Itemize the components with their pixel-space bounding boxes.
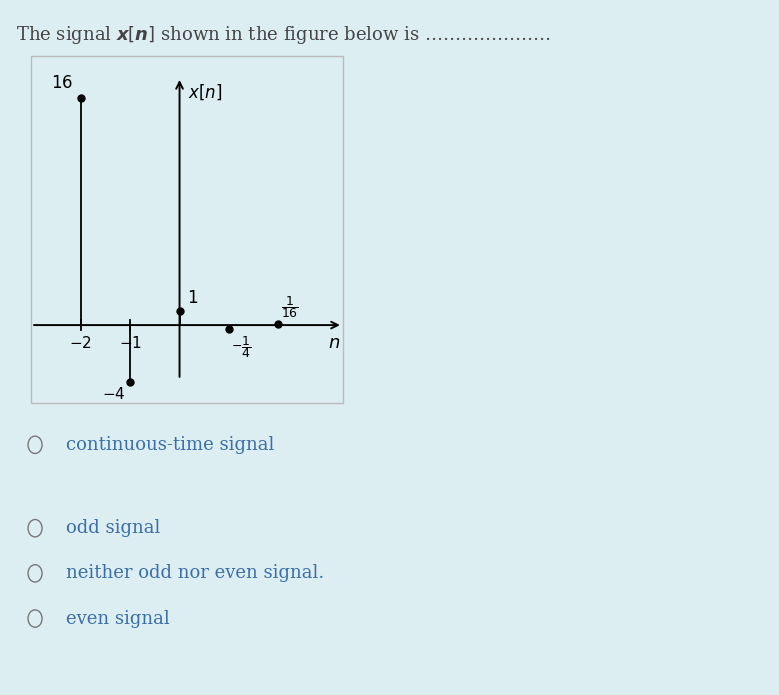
Text: $n$: $n$ [328,334,340,352]
Text: $1$: $1$ [187,288,198,306]
Text: $x[n]$: $x[n]$ [189,83,223,102]
Text: $-4$: $-4$ [101,386,125,402]
Text: $16$: $16$ [51,74,73,92]
Text: $-\dfrac{1}{4}$: $-\dfrac{1}{4}$ [231,334,252,360]
Text: $-1$: $-1$ [118,335,142,351]
Text: $\dfrac{1}{16}$: $\dfrac{1}{16}$ [281,294,299,320]
Text: even signal: even signal [66,610,170,628]
Text: continuous-time signal: continuous-time signal [66,436,274,454]
Text: The signal $\boldsymbol{x}[\boldsymbol{n}]$ shown in the figure below is …………………: The signal $\boldsymbol{x}[\boldsymbol{n… [16,24,550,46]
Text: neither odd nor even signal.: neither odd nor even signal. [66,564,325,582]
Text: odd signal: odd signal [66,519,160,537]
Text: $-2$: $-2$ [69,335,92,351]
